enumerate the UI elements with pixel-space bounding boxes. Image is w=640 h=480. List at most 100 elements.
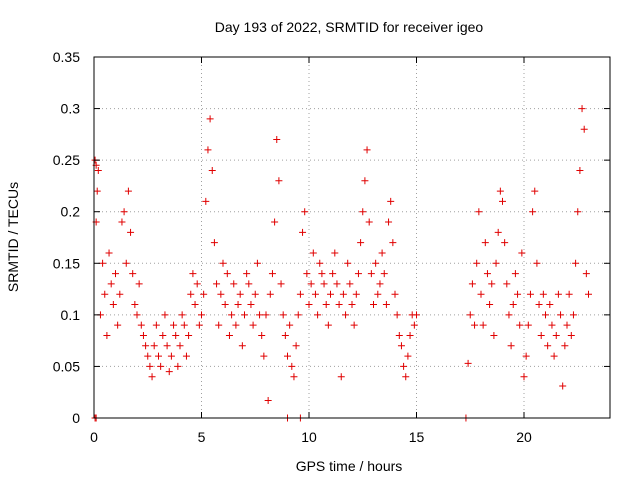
data-point: [174, 362, 182, 370]
data-point: [479, 321, 487, 329]
data-point: [277, 280, 285, 288]
data-point: [370, 301, 377, 309]
data-point: [350, 321, 358, 329]
data-point: [391, 290, 399, 298]
x-tick-label: 20: [516, 429, 532, 445]
y-tick-label: 0: [72, 410, 80, 426]
data-point: [135, 280, 143, 288]
data-point: [481, 239, 489, 247]
data-point: [260, 352, 268, 360]
data-point: [539, 290, 547, 298]
data-point: [511, 270, 519, 278]
data-point: [202, 197, 210, 205]
data-point: [228, 311, 236, 319]
chart-title: Day 193 of 2022, SRMTID for receiver ige…: [215, 19, 484, 35]
data-point: [413, 311, 420, 319]
data-point: [552, 331, 560, 339]
data-point: [314, 311, 322, 319]
data-point: [471, 321, 479, 329]
data-point: [236, 290, 244, 298]
data-point: [303, 270, 311, 278]
data-point: [318, 270, 326, 278]
data-point: [273, 136, 281, 144]
data-points: [91, 105, 592, 422]
data-point: [387, 197, 395, 205]
data-point: [208, 166, 216, 174]
data-point: [243, 270, 251, 278]
data-point: [363, 146, 371, 154]
data-point: [490, 331, 498, 339]
x-tick-label: 10: [301, 429, 317, 445]
data-point: [112, 270, 119, 278]
data-point: [380, 270, 388, 278]
data-point: [477, 290, 485, 298]
data-point: [344, 259, 352, 267]
y-axis-label: SRMTID / TECUs: [5, 182, 21, 292]
data-point: [365, 218, 373, 226]
data-point: [107, 280, 115, 288]
data-point: [378, 249, 386, 257]
data-point: [213, 280, 221, 288]
data-point: [253, 259, 261, 267]
data-point: [268, 270, 276, 278]
data-point: [537, 331, 545, 339]
data-point: [258, 331, 266, 339]
data-point: [402, 373, 410, 381]
data-point: [567, 331, 575, 339]
data-point: [333, 280, 341, 288]
data-point: [352, 290, 360, 298]
data-point: [275, 177, 283, 185]
y-tick-label: 0.15: [53, 255, 80, 271]
data-point: [114, 321, 122, 329]
data-point: [505, 311, 513, 319]
axis-ticks: 0 0.05 0.1 0.15 0.2 0.25 0.3 0.35 0 5 10 15 20: [53, 49, 610, 445]
data-point: [187, 290, 195, 298]
data-point: [105, 249, 113, 257]
data-point: [182, 352, 190, 360]
data-point: [311, 290, 319, 298]
data-point: [501, 239, 509, 247]
data-point: [279, 311, 287, 319]
plot-frame: [93, 56, 611, 419]
data-point: [193, 280, 201, 288]
data-point: [468, 280, 476, 288]
data-point: [503, 280, 511, 288]
data-point: [486, 301, 494, 309]
data-point: [299, 228, 307, 236]
data-point: [172, 331, 180, 339]
data-point: [131, 301, 139, 309]
data-point: [507, 342, 515, 350]
data-point: [529, 208, 537, 216]
data-point: [559, 382, 567, 390]
data-point: [554, 290, 562, 298]
data-point: [397, 342, 405, 350]
data-point: [129, 270, 137, 278]
data-point: [464, 359, 472, 367]
data-point: [94, 166, 102, 174]
x-axis-label: GPS time / hours: [296, 458, 403, 474]
data-point: [223, 270, 231, 278]
data-point: [195, 321, 203, 329]
data-point: [542, 311, 549, 319]
data-point: [219, 259, 227, 267]
data-point: [155, 352, 162, 360]
data-point: [292, 342, 300, 350]
data-point: [322, 301, 330, 309]
data-point: [327, 290, 334, 298]
data-point: [372, 259, 380, 267]
x-tick-label: 5: [198, 429, 206, 445]
data-point: [522, 352, 530, 360]
data-point: [393, 311, 401, 319]
x-tick-label: 15: [409, 429, 425, 445]
data-point: [245, 280, 253, 288]
data-point: [124, 187, 132, 195]
data-point: [116, 290, 124, 298]
data-point: [281, 331, 289, 339]
data-point: [301, 208, 309, 216]
data-point: [139, 331, 147, 339]
data-point: [572, 259, 580, 267]
data-point: [348, 301, 356, 309]
data-point: [524, 321, 532, 329]
data-point: [329, 270, 337, 278]
data-point: [247, 301, 255, 309]
